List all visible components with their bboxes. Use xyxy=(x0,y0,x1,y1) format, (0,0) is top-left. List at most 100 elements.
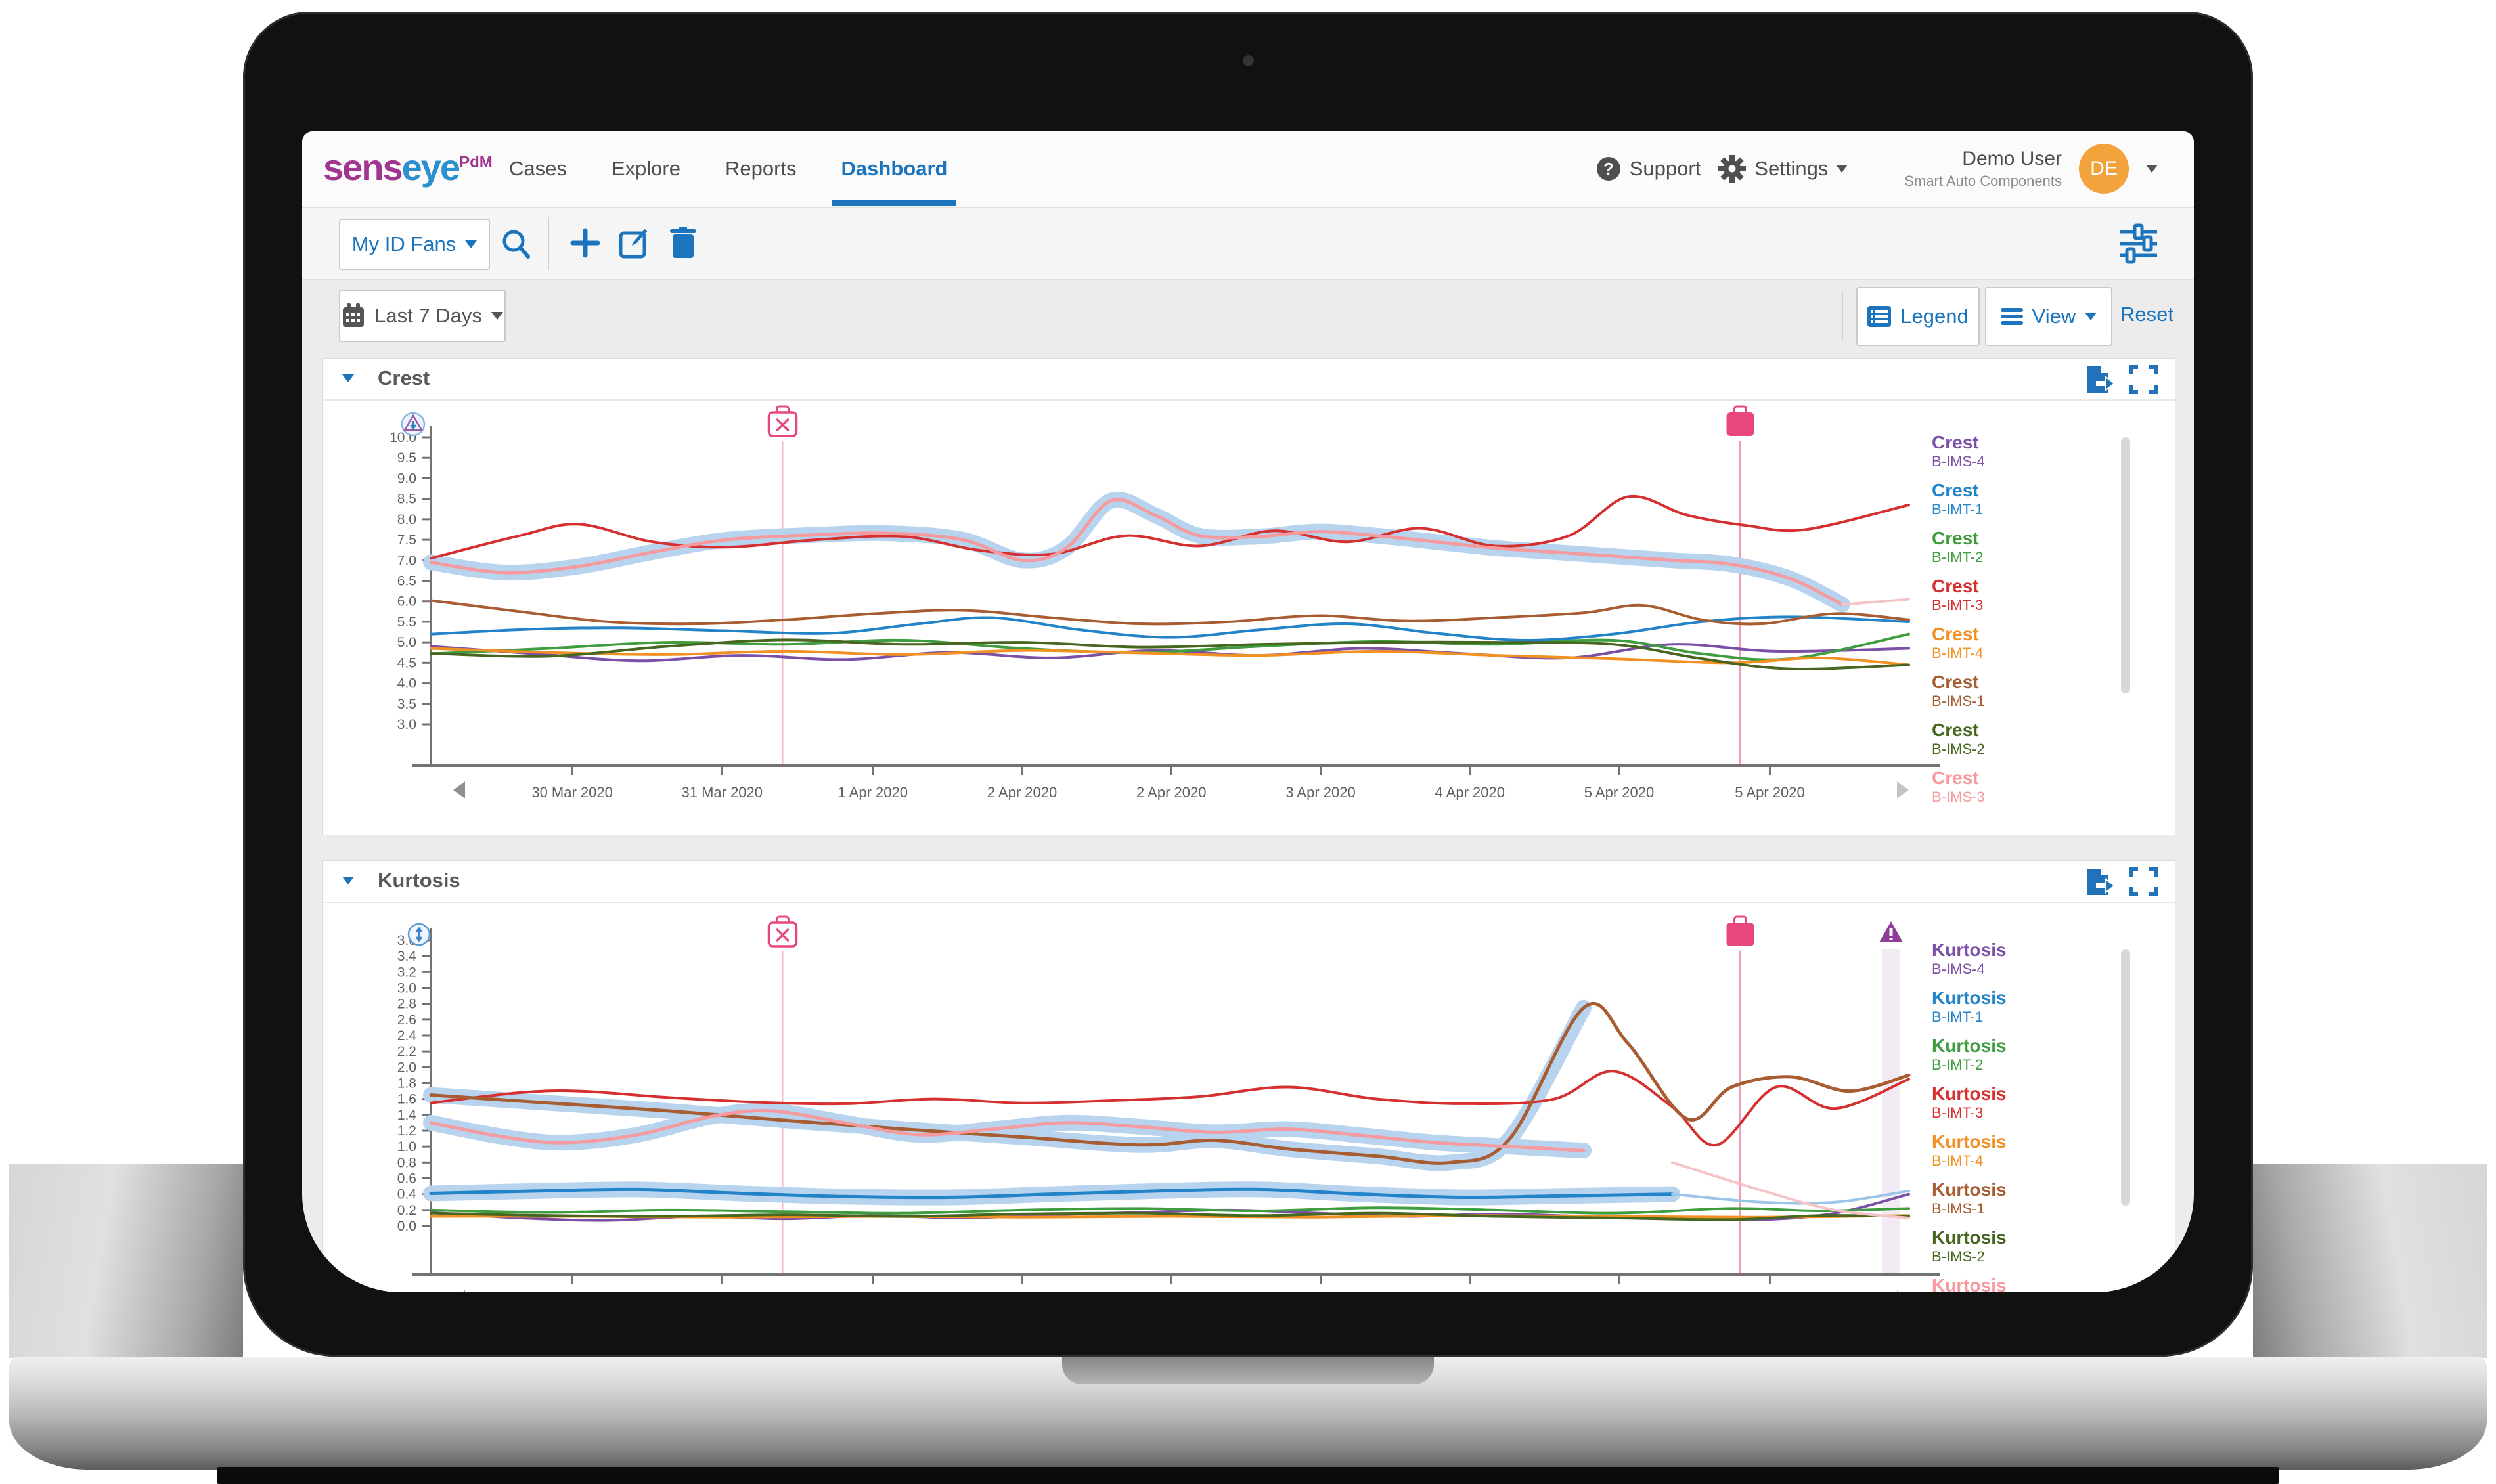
panel-title: Kurtosis xyxy=(378,869,460,892)
legend-item[interactable]: Kurtosis B-IMT-3 xyxy=(1932,1083,2129,1121)
edit-dashboard-icon[interactable] xyxy=(619,228,652,259)
legend-asset-label: B-IMT-4 xyxy=(1932,645,1984,661)
legend-asset-label: B-IMS-1 xyxy=(1932,1200,1985,1217)
svg-text:3.5: 3.5 xyxy=(397,697,416,712)
legend-item[interactable]: Kurtosis B-IMT-4 xyxy=(1932,1131,2129,1169)
filter-settings-icon[interactable] xyxy=(2119,223,2158,265)
legend-item[interactable]: Kurtosis B-IMS-1 xyxy=(1932,1179,2129,1217)
nav-item-dashboard[interactable]: Dashboard xyxy=(832,131,957,206)
main-menu: Cases Explore Reports Dashboard xyxy=(509,131,957,206)
legend-series-label: Kurtosis xyxy=(1932,1227,2007,1248)
legend-item[interactable]: Crest B-IMT-1 xyxy=(1932,480,2129,517)
svg-text:1.2: 1.2 xyxy=(397,1124,416,1139)
export-icon[interactable] xyxy=(2084,365,2114,394)
legend-item[interactable]: Crest B-IMT-4 xyxy=(1932,624,2129,661)
svg-text:9.0: 9.0 xyxy=(397,471,416,486)
svg-text:5.0: 5.0 xyxy=(397,635,416,650)
legend-asset-label: B-IMS-2 xyxy=(1932,741,1985,757)
legend-item[interactable]: Crest B-IMT-3 xyxy=(1932,576,2129,613)
user-company: Smart Auto Components xyxy=(1904,172,2062,189)
question-icon: ? xyxy=(1596,156,1620,181)
legend-series-label: Crest xyxy=(1932,480,1979,500)
legend-item[interactable]: Kurtosis B-IMS-2 xyxy=(1932,1227,2129,1265)
chevron-down-icon xyxy=(1836,164,1848,173)
svg-text:2 Apr 2020: 2 Apr 2020 xyxy=(1136,784,1206,800)
legend-series-label: Crest xyxy=(1932,432,1979,452)
case-open-marker[interactable] xyxy=(1726,915,1754,946)
legend-asset-label: B-IMT-2 xyxy=(1932,549,1984,565)
svg-text:3.2: 3.2 xyxy=(397,965,416,980)
svg-text:30 Mar 2020: 30 Mar 2020 xyxy=(531,784,613,800)
user-menu-chevron-icon[interactable] xyxy=(2146,164,2158,173)
kurtosis-chart[interactable]: 0.00.20.40.60.81.01.21.41.61.82.02.22.42… xyxy=(323,861,2175,1292)
app-window: senseyePdM Cases Explore Reports Dashboa… xyxy=(302,131,2194,1292)
svg-text:6.5: 6.5 xyxy=(397,574,416,589)
logo-text-secondary: eye xyxy=(401,146,460,188)
nav-item-reports[interactable]: Reports xyxy=(724,156,797,180)
legend-button[interactable]: Legend xyxy=(1856,287,1980,346)
svg-text:2.2: 2.2 xyxy=(397,1044,416,1059)
user-info: Demo User Smart Auto Components xyxy=(1904,148,2062,190)
legend-asset-label: B-IMS-4 xyxy=(1932,453,1985,469)
senseye-logo[interactable]: senseyePdM xyxy=(323,146,493,188)
panel-title: Crest xyxy=(378,366,430,389)
legend-asset-label: B-IMT-4 xyxy=(1932,1152,1984,1169)
nav-utilities: ? Support Settings xyxy=(1595,131,2158,206)
view-toolbar: Last 7 Days Legend View Reset xyxy=(302,280,2194,351)
collapse-chevron-icon[interactable] xyxy=(342,877,354,884)
svg-text:2.6: 2.6 xyxy=(397,1013,416,1028)
view-button[interactable]: View xyxy=(1985,287,2112,346)
case-open-marker[interactable] xyxy=(1726,405,1754,436)
export-icon[interactable] xyxy=(2084,867,2114,896)
svg-text:2.0: 2.0 xyxy=(397,1060,416,1075)
legend-item[interactable]: Kurtosis B-IMS-4 xyxy=(1932,940,2129,977)
date-range-select[interactable]: Last 7 Days xyxy=(339,290,506,342)
chevron-down-icon xyxy=(2085,313,2097,320)
legend-item[interactable]: Crest B-IMS-2 xyxy=(1932,720,2129,757)
legend-item[interactable]: Crest B-IMT-2 xyxy=(1932,528,2129,565)
svg-text:1.4: 1.4 xyxy=(397,1108,417,1123)
fullscreen-icon[interactable] xyxy=(2129,867,2158,896)
svg-text:3 Apr 2020: 3 Apr 2020 xyxy=(1285,784,1355,800)
legend-item[interactable]: Kurtosis B-IMT-1 xyxy=(1932,988,2129,1025)
svg-text:2 Apr 2020: 2 Apr 2020 xyxy=(987,784,1057,800)
chart-panel-kurtosis: Kurtosis 0.0 0.2 0.4 0.6 0.8 1.0 1.2 1.4 1.6 1.8 2… xyxy=(322,860,2175,1292)
svg-text:9.5: 9.5 xyxy=(397,450,416,466)
svg-text:2.4: 2.4 xyxy=(397,1028,417,1043)
svg-text:8.0: 8.0 xyxy=(397,512,416,527)
chevron-down-icon xyxy=(465,240,478,248)
legend-item[interactable]: Crest B-IMS-4 xyxy=(1932,432,2129,469)
nav-item-cases[interactable]: Cases xyxy=(509,156,567,180)
avatar[interactable]: DE xyxy=(2079,143,2129,194)
nav-item-explore[interactable]: Explore xyxy=(611,156,680,180)
legend-scrollbar[interactable] xyxy=(2121,437,2130,693)
legend-scrollbar[interactable] xyxy=(2121,949,2130,1206)
legend-item[interactable]: Crest B-IMS-1 xyxy=(1932,672,2129,709)
event-marker[interactable] xyxy=(407,923,431,946)
collapse-chevron-icon[interactable] xyxy=(342,374,354,382)
alert-marker[interactable] xyxy=(1879,921,1903,942)
delete-dashboard-icon[interactable] xyxy=(669,227,698,259)
reset-button[interactable]: Reset xyxy=(2120,303,2173,326)
dashboard-select[interactable]: My ID Fans xyxy=(339,219,490,270)
dashboard-toolbar: My ID Fans xyxy=(302,208,2194,280)
search-icon[interactable] xyxy=(499,227,533,261)
svg-text:0.6: 0.6 xyxy=(397,1171,416,1187)
legend-series-label: Crest xyxy=(1932,672,1979,692)
support-menu[interactable]: ? Support xyxy=(1595,156,1701,182)
kurtosis-legend: Kurtosis B-IMS-4 Kurtosis B-IMT-1 Kurtosis B-… xyxy=(1932,940,2129,1292)
legend-item[interactable]: Kurtosis B-IMT-2 xyxy=(1932,1036,2129,1073)
event-marker[interactable] xyxy=(401,412,426,437)
laptop-base xyxy=(9,1357,2487,1420)
legend-series-label: Crest xyxy=(1932,576,1979,596)
settings-label: Settings xyxy=(1754,156,1829,180)
case-closed-marker[interactable] xyxy=(767,915,798,948)
svg-text:4 Apr 2020: 4 Apr 2020 xyxy=(1435,784,1505,800)
crest-chart[interactable]: 3.0 3.5 4.0 4.5 5.0 5.5 6.0 6.5 7.0 7.5 8.0 8.5 9.0 9… xyxy=(323,359,2175,835)
legend-item[interactable]: Crest B-IMS-3 xyxy=(1932,768,2129,805)
case-closed-marker[interactable] xyxy=(767,405,798,437)
fullscreen-icon[interactable] xyxy=(2129,365,2158,394)
settings-menu[interactable]: Settings xyxy=(1718,154,1848,183)
add-dashboard-icon[interactable] xyxy=(570,228,600,258)
